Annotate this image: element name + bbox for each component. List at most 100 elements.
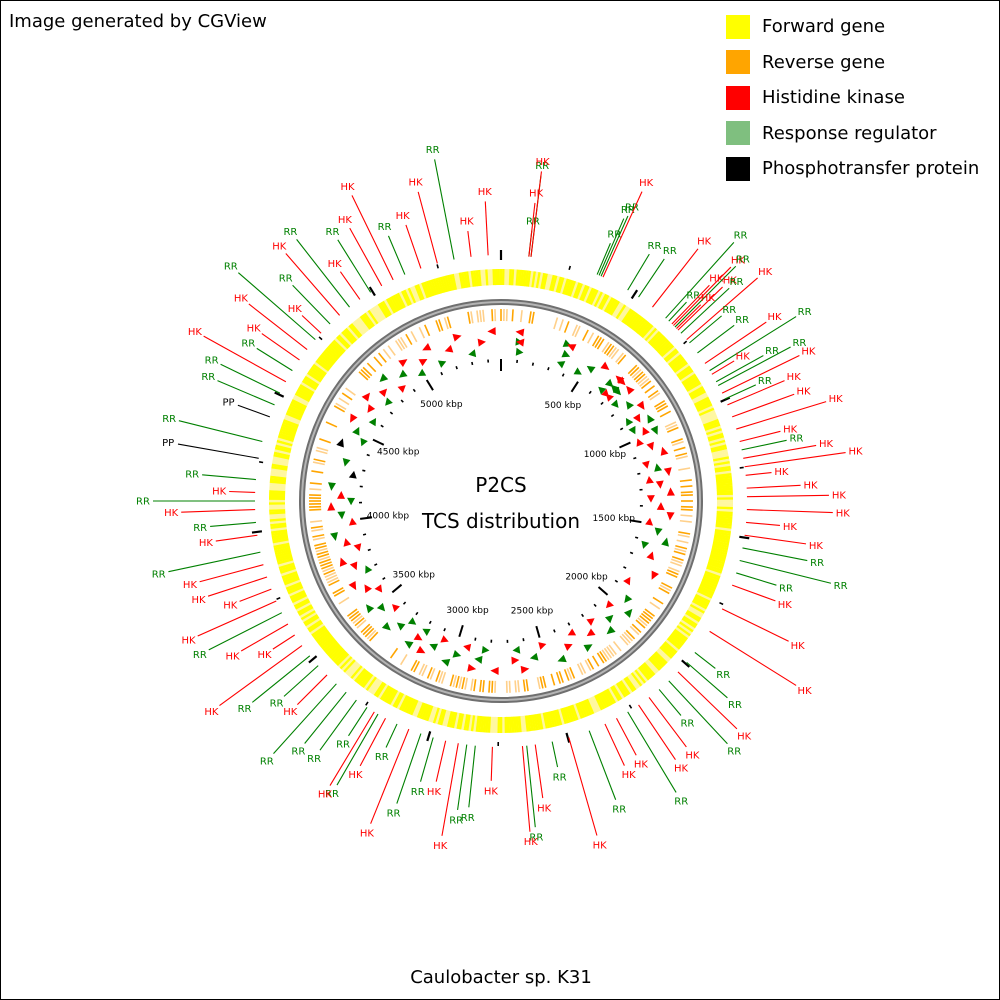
forward-gene-mark	[482, 269, 487, 286]
forward-gene-mark	[308, 369, 324, 381]
callout-line	[219, 645, 303, 706]
forward-gene-mark	[673, 628, 689, 641]
rr-marker	[624, 594, 633, 603]
forward-gene-mark	[284, 414, 301, 423]
outer-tick	[308, 655, 318, 664]
forward-gene-mark	[274, 449, 291, 456]
reverse-gene-mark	[326, 576, 339, 584]
reverse-gene-mark	[587, 332, 595, 344]
forward-gene-mark	[549, 710, 556, 728]
forward-gene-mark	[381, 686, 393, 702]
forward-gene-mark	[666, 352, 681, 365]
forward-gene-mark	[392, 691, 403, 708]
reverse-gene-mark	[676, 539, 689, 544]
inner-tick	[610, 414, 615, 418]
reverse-gene-mark	[652, 596, 664, 605]
pp-marker	[348, 470, 357, 479]
callout-line	[319, 699, 357, 751]
callout-line	[457, 744, 468, 811]
forward-gene-mark	[546, 274, 553, 291]
callout-line	[405, 224, 422, 269]
reverse-gene-mark	[629, 625, 640, 636]
forward-gene-mark	[649, 332, 663, 346]
forward-gene-mark	[695, 401, 712, 411]
forward-gene-mark	[533, 714, 539, 731]
forward-gene-mark	[321, 637, 336, 650]
callout-label-hk: HK	[685, 750, 700, 761]
forward-gene-mark	[269, 517, 286, 522]
forward-gene-mark	[715, 477, 733, 482]
forward-gene-mark	[371, 307, 383, 322]
forward-gene-mark	[714, 463, 731, 469]
forward-gene-mark	[359, 315, 372, 330]
ruler-label-2500: 2500 kbp	[511, 607, 554, 617]
hk-marker	[343, 538, 352, 547]
reverse-gene-mark	[675, 544, 688, 550]
tcs-markers	[327, 327, 675, 675]
forward-gene-mark	[668, 353, 683, 367]
forward-gene-mark	[644, 327, 658, 342]
reverse-gene-mark	[528, 311, 532, 324]
reverse-gene-mark	[479, 310, 483, 323]
forward-gene-mark	[531, 271, 537, 288]
forward-gene-mark	[421, 282, 430, 299]
callout-label-rr: RR	[283, 227, 297, 238]
reverse-gene-mark	[675, 455, 688, 460]
callout-label-rr: RR	[224, 262, 238, 273]
forward-gene-mark	[666, 637, 681, 650]
forward-gene-mark	[647, 657, 661, 672]
callout-label-hk: HK	[182, 636, 197, 647]
callout-label-hk: HK	[396, 211, 411, 222]
callout-line	[746, 521, 780, 526]
forward-gene-mark	[430, 706, 438, 723]
forward-gene-mark	[716, 480, 733, 485]
callout-label-hk: HK	[529, 188, 544, 199]
reverse-gene-mark	[332, 587, 344, 595]
reverse-gene-mark	[313, 458, 326, 463]
callout-line	[746, 509, 833, 514]
forward-gene-mark	[343, 329, 356, 343]
forward-gene-mark	[635, 319, 649, 334]
callout-label-hk: HK	[283, 707, 298, 718]
forward-gene-mark	[269, 477, 287, 482]
forward-gene-mark	[279, 430, 296, 438]
reverse-gene-mark	[666, 569, 679, 576]
forward-gene-mark	[599, 691, 610, 708]
reverse-gene-mark	[558, 319, 564, 331]
forward-gene-mark	[659, 343, 673, 356]
reverse-gene-mark	[311, 470, 324, 474]
callout-label-rr: RR	[136, 497, 150, 508]
forward-gene-mark	[540, 272, 546, 290]
reverse-gene-mark	[426, 666, 433, 679]
reverse-gene-mark	[631, 623, 642, 634]
callout-line	[239, 588, 272, 602]
reverse-gene-mark	[435, 320, 441, 332]
forward-gene-mark	[279, 564, 296, 572]
reverse-gene-mark	[366, 362, 377, 373]
forward-gene-mark	[714, 465, 731, 471]
callout-line	[490, 746, 493, 781]
reverse-gene-mark	[601, 649, 610, 661]
callout-line	[238, 272, 316, 341]
inner-tick	[367, 548, 371, 552]
forward-gene-mark	[605, 298, 617, 314]
forward-gene-mark	[710, 549, 728, 556]
forward-gene-mark	[714, 531, 731, 537]
reverse-gene-mark	[333, 405, 346, 413]
forward-gene-mark	[687, 607, 703, 619]
forward-gene-mark	[492, 269, 496, 286]
outer-tick	[739, 535, 750, 540]
forward-gene-mark	[670, 632, 686, 645]
forward-gene-mark	[682, 615, 698, 627]
callout-line	[648, 697, 687, 748]
callout-label-rr: RR	[378, 222, 392, 233]
callout-line	[199, 564, 264, 583]
forward-gene-mark	[311, 365, 326, 377]
forward-gene-mark	[275, 444, 292, 451]
forward-gene-mark	[270, 475, 287, 480]
reverse-gene-mark	[608, 346, 617, 358]
forward-gene-mark	[390, 295, 401, 312]
forward-gene-mark	[513, 716, 517, 733]
forward-gene-mark	[557, 708, 565, 725]
reverse-gene-mark	[582, 329, 589, 341]
